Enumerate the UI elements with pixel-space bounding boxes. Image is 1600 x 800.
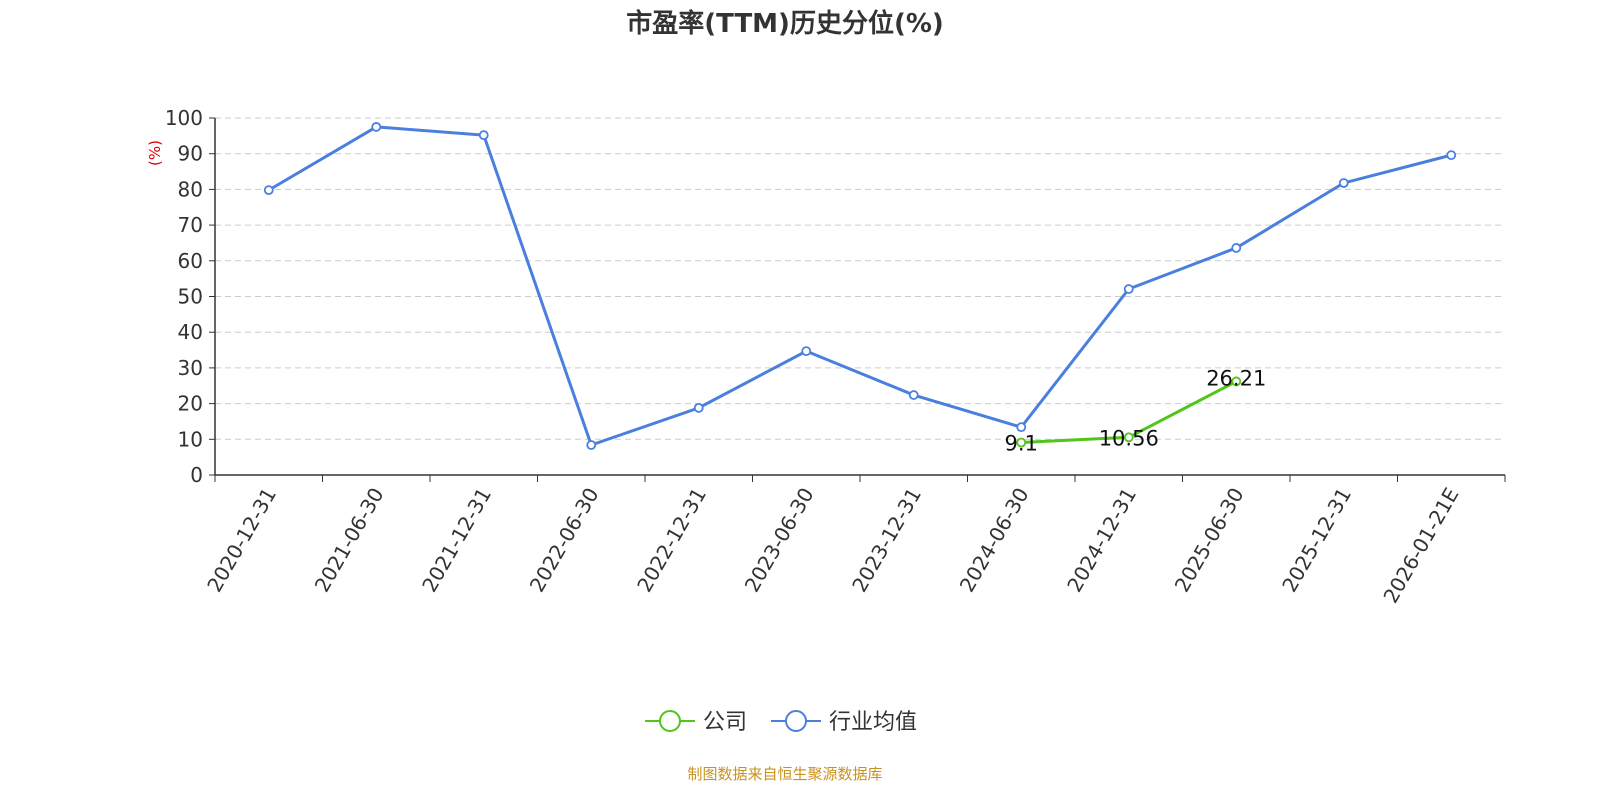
source-note: 制图数据来自恒生聚源数据库 [687,765,882,783]
legend-marker [659,710,681,732]
y-tick-label: 50 [178,285,203,309]
data-point [371,122,382,132]
x-tick-label: 2023-06-30 [740,484,819,597]
series-line [267,125,1452,447]
x-tick-label: 2022-06-30 [525,484,604,597]
y-tick-label: 0 [190,463,203,487]
x-tick-label: 2021-12-31 [417,484,496,597]
data-point [1446,150,1457,161]
x-tick-label: 2025-06-30 [1170,484,1249,597]
legend: 公司 行业均值 [645,710,917,735]
x-tick-label: 2024-06-30 [955,484,1034,597]
x-tick-label: 2020-12-31 [202,484,281,597]
data-point [1231,376,1242,387]
legend-label: 公司 [703,710,747,735]
y-tick-label: 30 [178,356,203,380]
data-point [1231,243,1242,253]
data-point [586,440,597,450]
y-tick-label: 60 [178,249,203,273]
x-tick-label: 2026-01-21E [1378,484,1463,608]
data-point [801,346,812,357]
legend-label: 行业均值 [829,710,917,735]
x-tick-label: 2023-12-31 [847,484,926,597]
data-point [1338,178,1349,188]
data-point [1016,437,1027,448]
data-point [693,402,704,413]
legend-marker [785,710,807,732]
data-label: 10.56 [1099,426,1159,450]
y-tick-label: 90 [178,142,203,166]
chart-title: 市盈率(TTM)历史分位(%) [626,8,944,39]
y-tick-label: 100 [165,106,203,130]
data-point [1123,284,1134,294]
data-label: 26.21 [1206,366,1266,390]
y-tick-label: 40 [178,320,203,344]
y-tick-label: 10 [178,427,203,451]
x-tick-label: 2022-12-31 [632,484,711,597]
x-tick-label: 2025-12-31 [1277,484,1356,597]
data-point [478,130,489,141]
y-tick-label: 20 [178,392,203,416]
y-axis-label: (%) [146,140,164,166]
data-point [908,390,919,400]
x-tick-label: 2021-06-30 [310,484,389,597]
x-tick-label: 2024-12-31 [1062,484,1141,597]
data-point [1123,432,1134,443]
data-point [263,185,274,196]
data-point [1016,422,1027,433]
y-tick-label: 70 [178,213,203,237]
y-tick-label: 80 [178,177,203,201]
data-label: 9.1 [1005,432,1038,456]
